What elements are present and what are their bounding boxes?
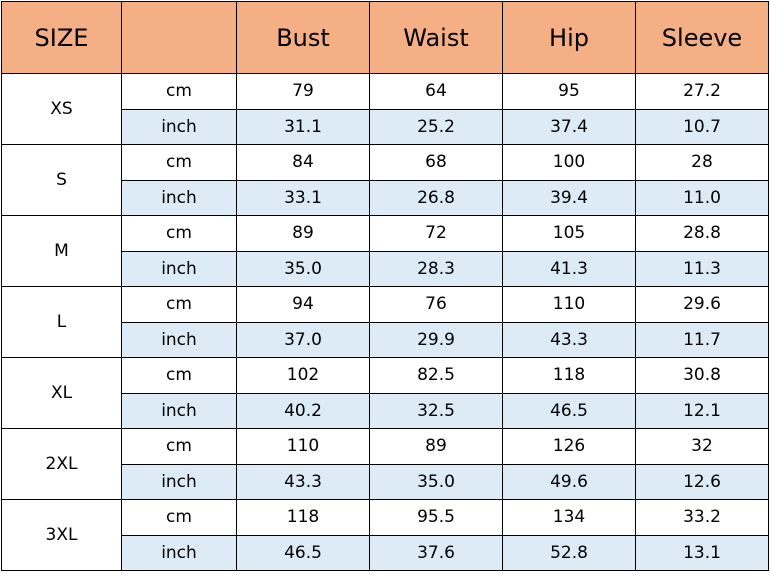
header-size: SIZE (1, 1, 122, 74)
value-cell: 35.0 (236, 250, 370, 287)
value-cell: 52.8 (502, 534, 636, 571)
value-cell: 89 (369, 428, 503, 465)
value-cell: 102 (236, 357, 370, 394)
value-cell: 72 (369, 215, 503, 252)
value-cell: 76 (369, 286, 503, 323)
value-cell: 105 (502, 215, 636, 252)
value-cell: 110 (502, 286, 636, 323)
value-cell: 134 (502, 499, 636, 536)
value-cell: 13.1 (635, 534, 769, 571)
value-cell: 118 (502, 357, 636, 394)
size-cell: L (1, 286, 122, 358)
unit-cell: cm (121, 428, 237, 465)
value-cell: 39.4 (502, 179, 636, 216)
value-cell: 11.7 (635, 321, 769, 358)
table-row-inch: inch 35.0 28.3 41.3 11.3 (2, 250, 769, 287)
table-row-cm: XL cm 102 82.5 118 30.8 (1, 357, 769, 429)
value-cell: 10.7 (635, 108, 769, 145)
value-cell: 12.1 (635, 392, 769, 429)
unit-cell: inch (121, 534, 237, 571)
value-cell: 64 (369, 73, 503, 110)
value-cell: 28.8 (635, 215, 769, 252)
value-cell: 94 (236, 286, 370, 323)
value-cell: 11.0 (635, 179, 769, 216)
value-cell: 46.5 (236, 534, 370, 571)
value-cell: 33.2 (635, 499, 769, 536)
unit-cell: inch (121, 463, 237, 500)
unit-cell: cm (121, 73, 237, 110)
unit-cell: cm (121, 499, 237, 536)
value-cell: 84 (236, 144, 370, 181)
header-waist: Waist (369, 1, 503, 74)
value-cell: 110 (236, 428, 370, 465)
table-row-cm: 3XL cm 118 95.5 134 33.2 (1, 499, 769, 571)
value-cell: 37.6 (369, 534, 503, 571)
unit-cell: inch (121, 392, 237, 429)
table-row-inch: inch 40.2 32.5 46.5 12.1 (2, 392, 769, 429)
value-cell: 68 (369, 144, 503, 181)
unit-cell: inch (121, 321, 237, 358)
table-row-cm: XS cm 79 64 95 27.2 (1, 73, 769, 145)
table-row-inch: inch 37.0 29.9 43.3 11.7 (2, 321, 769, 358)
value-cell: 28 (635, 144, 769, 181)
value-cell: 29.6 (635, 286, 769, 323)
value-cell: 35.0 (369, 463, 503, 500)
table-row-cm: 2XL cm 110 89 126 32 (1, 428, 769, 500)
value-cell: 95.5 (369, 499, 503, 536)
size-cell: 2XL (1, 428, 122, 500)
value-cell: 32.5 (369, 392, 503, 429)
table-row-inch: inch 43.3 35.0 49.6 12.6 (2, 463, 769, 500)
table-row-inch: inch 46.5 37.6 52.8 13.1 (2, 534, 769, 571)
value-cell: 29.9 (369, 321, 503, 358)
value-cell: 25.2 (369, 108, 503, 145)
value-cell: 95 (502, 73, 636, 110)
size-cell: XL (1, 357, 122, 429)
value-cell: 37.4 (502, 108, 636, 145)
unit-cell: cm (121, 286, 237, 323)
unit-cell: cm (121, 144, 237, 181)
value-cell: 49.6 (502, 463, 636, 500)
table-row-inch: inch 33.1 26.8 39.4 11.0 (2, 179, 769, 216)
value-cell: 30.8 (635, 357, 769, 394)
value-cell: 41.3 (502, 250, 636, 287)
value-cell: 43.3 (502, 321, 636, 358)
header-bust: Bust (236, 1, 370, 74)
value-cell: 32 (635, 428, 769, 465)
value-cell: 27.2 (635, 73, 769, 110)
unit-cell: inch (121, 108, 237, 145)
value-cell: 11.3 (635, 250, 769, 287)
unit-cell: cm (121, 357, 237, 394)
header-unit (121, 1, 237, 74)
header-row: SIZE Bust Waist Hip Sleeve (1, 1, 769, 74)
header-sleeve: Sleeve (635, 1, 769, 74)
size-cell: S (1, 144, 122, 216)
value-cell: 33.1 (236, 179, 370, 216)
size-cell: M (1, 215, 122, 287)
value-cell: 79 (236, 73, 370, 110)
value-cell: 12.6 (635, 463, 769, 500)
value-cell: 28.3 (369, 250, 503, 287)
unit-cell: cm (121, 215, 237, 252)
value-cell: 31.1 (236, 108, 370, 145)
unit-cell: inch (121, 250, 237, 287)
value-cell: 82.5 (369, 357, 503, 394)
size-cell: 3XL (1, 499, 122, 571)
value-cell: 40.2 (236, 392, 370, 429)
header-hip: Hip (502, 1, 636, 74)
value-cell: 118 (236, 499, 370, 536)
value-cell: 43.3 (236, 463, 370, 500)
value-cell: 26.8 (369, 179, 503, 216)
value-cell: 100 (502, 144, 636, 181)
value-cell: 37.0 (236, 321, 370, 358)
value-cell: 46.5 (502, 392, 636, 429)
value-cell: 126 (502, 428, 636, 465)
table-row-inch: inch 31.1 25.2 37.4 10.7 (2, 108, 769, 145)
unit-cell: inch (121, 179, 237, 216)
size-cell: XS (1, 73, 122, 145)
value-cell: 89 (236, 215, 370, 252)
